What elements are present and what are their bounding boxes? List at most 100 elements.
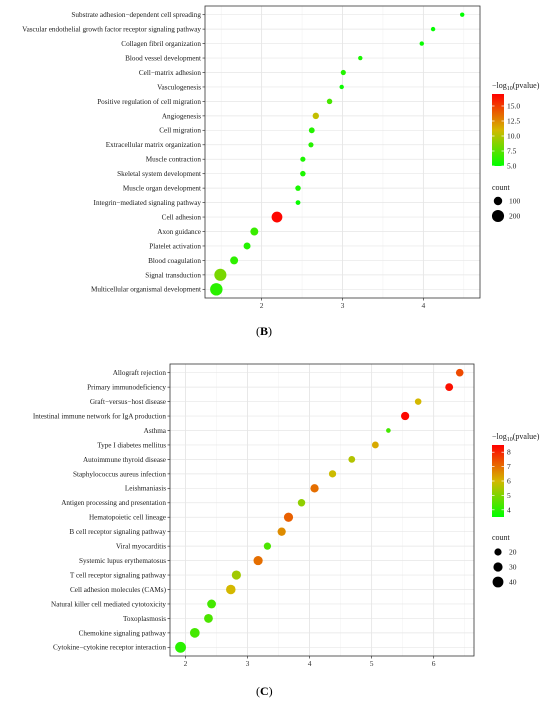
colorbar-tick-label: 5.0 <box>507 162 517 171</box>
term-label: Cell migration <box>159 127 201 135</box>
data-point <box>230 256 239 265</box>
term-label: B cell receptor signaling pathway <box>69 528 166 536</box>
data-point <box>340 69 346 76</box>
colorbar-tick-label: 15.0 <box>507 102 520 111</box>
term-label: Asthma <box>144 427 167 435</box>
data-point <box>271 211 283 223</box>
data-point <box>455 368 464 377</box>
data-point <box>204 614 213 623</box>
data-point <box>175 641 186 653</box>
term-label: Axon guidance <box>157 228 201 236</box>
term-label: Toxoplasmosis <box>123 615 166 623</box>
plot-border <box>169 363 475 657</box>
term-label: Cell−matrix adhesion <box>139 69 202 77</box>
term-label: Type I diabetes mellitus <box>97 441 166 449</box>
colorbar <box>492 445 504 517</box>
data-point <box>295 200 301 205</box>
term-label: Extracellular matrix organization <box>106 141 202 149</box>
size-legend-key <box>494 548 502 556</box>
term-label: Skeletal system development <box>117 170 201 178</box>
term-label: Muscle contraction <box>146 156 202 164</box>
data-point <box>460 12 465 17</box>
size-legend-title: count <box>492 183 511 192</box>
data-point <box>297 499 306 507</box>
data-point <box>214 268 227 281</box>
data-point <box>419 41 424 46</box>
size-legend-label: 40 <box>509 578 517 587</box>
term-label: Signal transduction <box>145 271 201 279</box>
term-label: Systemic lupus erythematosus <box>79 557 166 565</box>
data-point <box>386 428 391 433</box>
term-label: Cell adhesion molecules (CAMs) <box>70 586 167 594</box>
term-label: Vascular endothelial growth factor recep… <box>22 26 201 34</box>
term-label: Vasculogenesis <box>157 83 201 91</box>
data-point <box>414 398 422 405</box>
term-label: Autoimmune thyroid disease <box>83 456 166 464</box>
colorbar-tick-label: 5 <box>507 491 511 500</box>
size-legend-label: 100 <box>509 197 521 206</box>
size-legend-key <box>492 576 504 588</box>
data-point <box>253 556 263 566</box>
data-point <box>283 512 294 522</box>
data-point <box>348 456 356 463</box>
data-point <box>328 470 337 478</box>
colorbar-tick-label: 4 <box>507 505 511 514</box>
term-label: Muscle organ development <box>123 185 201 193</box>
data-point <box>210 283 223 296</box>
data-point <box>300 156 306 162</box>
data-point <box>231 570 241 580</box>
term-label: Allograft rejection <box>113 369 167 377</box>
data-point <box>308 142 314 148</box>
data-point <box>430 26 436 32</box>
data-point <box>207 599 216 609</box>
term-label: Cytokine−cytokine receptor interaction <box>53 644 166 652</box>
term-label: Hematopoietic cell lineage <box>89 514 166 522</box>
data-point <box>401 411 410 421</box>
data-point <box>371 441 379 449</box>
data-point <box>263 542 272 550</box>
data-point <box>243 242 251 250</box>
data-point <box>445 383 454 392</box>
data-point <box>189 628 200 638</box>
data-point <box>310 484 319 493</box>
size-legend-key <box>493 562 503 572</box>
colorbar-tick-label: 8 <box>507 448 511 457</box>
size-legend-key <box>493 196 503 206</box>
term-label: Multicellular organismal development <box>91 286 201 294</box>
data-point <box>226 584 236 595</box>
term-label: Leishmaniasis <box>125 485 166 493</box>
data-point <box>277 527 286 536</box>
x-tick-label: 3 <box>341 301 345 310</box>
x-tick-label: 4 <box>308 659 312 668</box>
colorbar-tick-label: 10.0 <box>507 132 520 141</box>
term-label: Graft−versus−host disease <box>90 398 166 406</box>
term-label: Cell adhesion <box>162 213 202 221</box>
colorbar <box>492 94 504 166</box>
term-label: Intestinal immune network for IgA produc… <box>33 412 167 420</box>
term-label: Viral myocarditis <box>116 543 166 551</box>
x-tick-label: 6 <box>432 659 436 668</box>
term-label: Staphylococcus aureus infection <box>73 470 166 478</box>
data-point <box>339 84 344 90</box>
color-legend-title: −log10(pvalue) <box>492 432 540 443</box>
size-legend-key <box>491 209 505 223</box>
data-point <box>295 185 301 191</box>
x-tick-label: 2 <box>184 659 188 668</box>
size-legend-title: count <box>492 533 511 542</box>
colorbar-tick-label: 7.5 <box>507 147 517 156</box>
term-label: Blood vessel development <box>125 54 201 62</box>
data-point <box>250 227 259 236</box>
panel-c-label: (C) <box>256 684 273 698</box>
data-point <box>312 112 320 120</box>
colorbar-tick-label: 7 <box>507 462 511 471</box>
term-label: Antigen processing and presentation <box>61 499 166 507</box>
x-tick-label: 3 <box>246 659 250 668</box>
term-label: Angiogenesis <box>162 112 201 120</box>
data-point <box>308 127 315 134</box>
size-legend-label: 200 <box>509 212 521 221</box>
panel-b-chart: Substrate adhesion−dependent cell spread… <box>22 5 540 310</box>
x-tick-label: 2 <box>260 301 264 310</box>
term-label: Natural killer cell mediated cytotoxicit… <box>51 600 166 608</box>
term-label: Platelet activation <box>149 242 201 250</box>
